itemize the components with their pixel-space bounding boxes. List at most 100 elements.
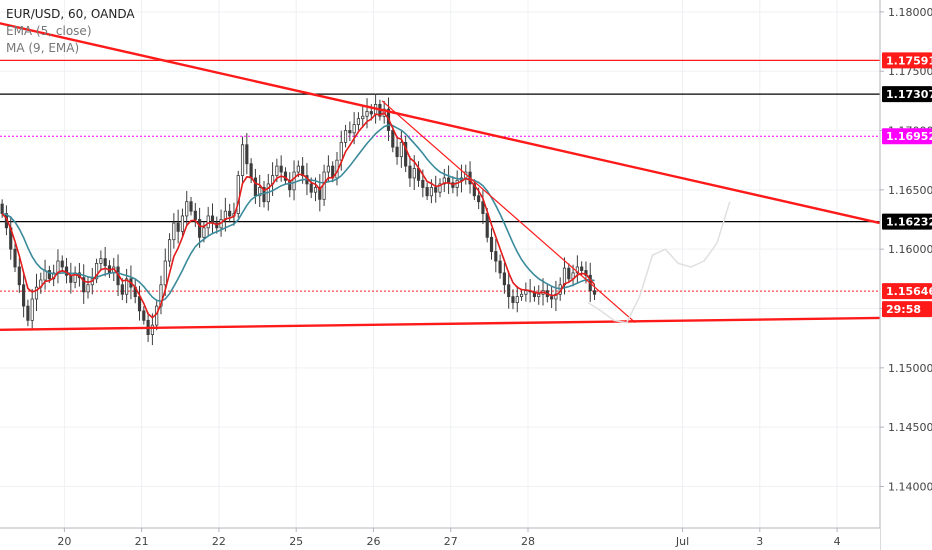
candle-body-11 bbox=[47, 270, 51, 280]
candle-body-3 bbox=[13, 248, 17, 268]
price-axis: 1.180001.175001.170001.165001.160001.155… bbox=[879, 0, 932, 550]
candle-body-138 bbox=[592, 290, 597, 295]
ema-legend[interactable]: EMA (5, close) bbox=[6, 24, 92, 38]
countdown-badge-bg bbox=[882, 301, 932, 318]
candle-body-58 bbox=[249, 163, 253, 179]
candle-body-47 bbox=[202, 227, 206, 238]
candle-body-76 bbox=[326, 165, 330, 173]
candle-body-45 bbox=[193, 210, 197, 220]
candle-body-6 bbox=[26, 305, 30, 321]
candle-body-72 bbox=[309, 183, 313, 193]
candle-body-60 bbox=[258, 187, 262, 197]
candle-body-115 bbox=[494, 251, 498, 262]
candle-body-120 bbox=[515, 296, 519, 303]
symbol-title[interactable]: EUR/USD, 60, OANDA bbox=[6, 7, 135, 21]
price-tick-label-4: 1.16000 bbox=[888, 243, 932, 256]
short-descending-trendline bbox=[381, 100, 636, 324]
candle-body-23 bbox=[99, 258, 103, 264]
time-tick-label-9: 4 bbox=[834, 535, 841, 548]
candle-body-110 bbox=[472, 183, 476, 197]
candle-body-95 bbox=[408, 165, 412, 179]
level-badge-2: 1.16952 bbox=[886, 130, 932, 143]
candle-body-101 bbox=[434, 187, 438, 193]
time-tick-label-0: 20 bbox=[57, 535, 71, 548]
candle-body-35 bbox=[150, 324, 154, 335]
price-tick-label-1: 1.17500 bbox=[888, 65, 932, 78]
candle-body-121 bbox=[519, 293, 524, 298]
candle-body-68 bbox=[292, 171, 296, 191]
candle-body-56 bbox=[240, 144, 245, 177]
candle-body-7 bbox=[30, 298, 34, 321]
ma-legend[interactable]: MA (9, EMA) bbox=[6, 41, 80, 55]
candle-body-132 bbox=[567, 267, 571, 280]
candle-body-93 bbox=[399, 141, 403, 158]
candle-body-114 bbox=[489, 236, 494, 252]
candle-body-32 bbox=[137, 296, 142, 312]
candle-body-118 bbox=[507, 284, 511, 298]
candle-body-49 bbox=[210, 215, 215, 224]
level-badge-1: 1.17307 bbox=[886, 88, 932, 101]
candle-body-122 bbox=[524, 290, 528, 295]
projection-path bbox=[587, 201, 731, 324]
level-badge-0-bg bbox=[882, 52, 932, 69]
candle-body-69 bbox=[296, 165, 300, 173]
candle-body-39 bbox=[167, 239, 172, 262]
candle-body-117 bbox=[502, 272, 506, 286]
level-badge-4: 1.15646 bbox=[886, 285, 932, 298]
candle-body-128 bbox=[550, 296, 554, 300]
candle-body-8 bbox=[34, 286, 39, 300]
price-tick-label-0: 1.18000 bbox=[888, 6, 932, 19]
countdown-badge: 29:58 bbox=[886, 303, 921, 316]
candle-body-41 bbox=[176, 222, 180, 232]
candle-body-102 bbox=[438, 183, 442, 193]
price-axis-bg bbox=[880, 0, 932, 550]
candle-body-104 bbox=[447, 177, 451, 184]
time-tick-label-6: 28 bbox=[521, 535, 535, 548]
candle-body-134 bbox=[575, 266, 579, 274]
candle-body-24 bbox=[103, 258, 107, 267]
price-tick-label-7: 1.14500 bbox=[888, 421, 932, 434]
time-tick-label-5: 27 bbox=[444, 535, 458, 548]
candle-body-57 bbox=[245, 144, 249, 165]
candle-body-64 bbox=[275, 165, 279, 177]
candle-body-4 bbox=[17, 266, 21, 286]
chart-legend: EUR/USD, 60, OANDA EMA (5, close) MA (9,… bbox=[6, 6, 135, 57]
candle-body-53 bbox=[228, 210, 232, 217]
candle-body-135 bbox=[580, 266, 584, 271]
indicators bbox=[1, 112, 596, 319]
candle-body-67 bbox=[288, 179, 292, 191]
candle-body-111 bbox=[477, 195, 481, 203]
candle-body-46 bbox=[198, 219, 202, 238]
time-tick-label-3: 25 bbox=[289, 535, 303, 548]
ma-line bbox=[1, 124, 595, 303]
candle-body-81 bbox=[348, 130, 352, 134]
candle-body-131 bbox=[562, 267, 567, 286]
candle-body-96 bbox=[412, 168, 416, 179]
candle-body-0 bbox=[0, 203, 4, 214]
level-badge-2-bg bbox=[882, 128, 932, 145]
candle-body-28 bbox=[120, 284, 124, 295]
level-badge-0: 1.17591 bbox=[886, 54, 932, 67]
candle-body-61 bbox=[262, 187, 266, 203]
price-tick-label-8: 1.14000 bbox=[888, 480, 932, 493]
time-tick-label-7: Jul bbox=[675, 535, 689, 548]
price-tick-label-3: 1.16500 bbox=[888, 184, 932, 197]
time-tick-label-2: 22 bbox=[212, 535, 226, 548]
candle-body-112 bbox=[481, 201, 485, 214]
candle-body-98 bbox=[421, 179, 425, 188]
candle-body-79 bbox=[339, 141, 343, 161]
candle-body-13 bbox=[56, 260, 60, 274]
candle-body-44 bbox=[189, 201, 193, 212]
candle-body-36 bbox=[155, 305, 159, 326]
trendlines[interactable] bbox=[0, 21, 881, 332]
candle-body-22 bbox=[95, 263, 99, 280]
candle-body-29 bbox=[125, 278, 129, 295]
candle-body-94 bbox=[404, 141, 408, 167]
candle-body-59 bbox=[253, 177, 257, 197]
candle-body-99 bbox=[425, 187, 429, 197]
candle-body-82 bbox=[352, 124, 356, 134]
candle-body-85 bbox=[365, 111, 369, 117]
candle-body-48 bbox=[206, 215, 210, 229]
candlesticks bbox=[0, 93, 597, 346]
